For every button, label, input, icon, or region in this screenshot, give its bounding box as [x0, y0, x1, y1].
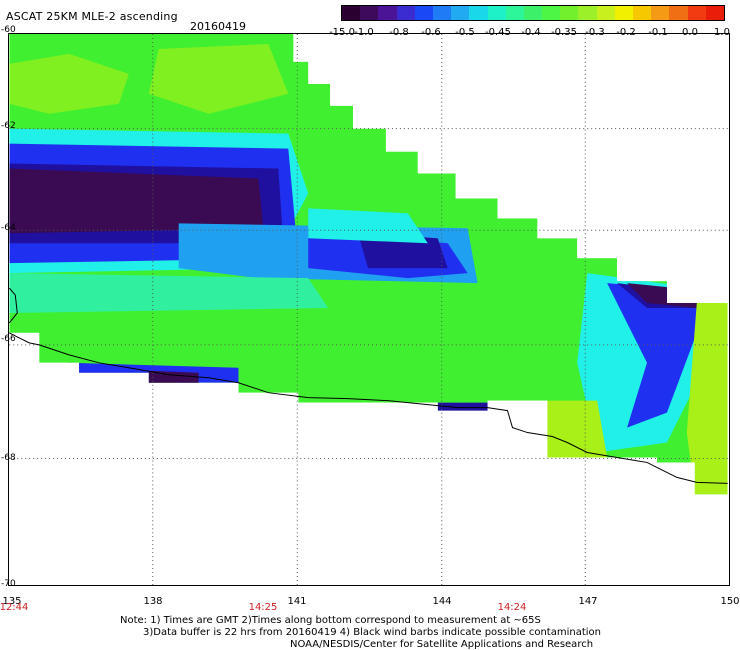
colorbar-swatch — [560, 6, 579, 20]
colorbar-swatch — [342, 6, 361, 20]
colorbar-swatch — [578, 6, 597, 20]
time-label: 12:44 — [0, 602, 29, 613]
colorbar-label: -0.4 — [521, 27, 541, 38]
colorbar-label: -0.1 — [648, 27, 668, 38]
colorbar-label: -0.35 — [551, 27, 577, 38]
colorbar-swatch — [378, 6, 397, 20]
coast-deep — [148, 370, 199, 385]
note-line-1: Note: 1) Times are GMT 2)Times along bot… — [120, 615, 541, 626]
colorbar-swatch — [523, 6, 543, 20]
note-line-3: NOAA/NESDIS/Center for Satellite Applica… — [290, 639, 594, 650]
patch-lightgreen-n — [148, 43, 289, 114]
colorbar-swatch — [360, 6, 379, 20]
colorbar-label: -15.0 — [329, 27, 355, 38]
colorbar-swatch — [614, 6, 633, 20]
lat-label: -64 — [1, 223, 16, 233]
colorbar-swatch — [651, 6, 670, 20]
colorbar-label: -0.8 — [389, 27, 409, 38]
map-date: 20160419 — [190, 20, 246, 33]
colorbar-swatch — [669, 6, 688, 20]
patch-yellowgreen-s — [547, 400, 608, 458]
colorbar-swatch — [451, 6, 470, 20]
colorbar-label: -0.3 — [585, 27, 605, 38]
colorbar-label: 1.0 — [714, 27, 730, 38]
colorbar-label: 0.0 — [682, 27, 698, 38]
time-label: 14:25 — [248, 602, 278, 613]
colorbar-label: -0.2 — [616, 27, 636, 38]
lon-label: 138 — [143, 596, 163, 607]
swath-map — [8, 33, 730, 586]
swath-data — [9, 34, 728, 495]
patch-yellowgreen-e — [686, 303, 728, 495]
coastline — [9, 287, 728, 484]
lat-label: -70 — [1, 579, 16, 589]
colorbar-label: -1.0 — [354, 27, 374, 38]
time-label: 14:24 — [497, 602, 527, 613]
colorbar-swatch — [687, 6, 706, 20]
colorbar-swatch — [396, 6, 415, 20]
lon-label: 147 — [578, 596, 598, 607]
colorbar-swatch — [432, 6, 452, 20]
colorbar-swatch — [705, 6, 724, 20]
band-mint — [9, 273, 329, 313]
map-title: ASCAT 25KM MLE-2 ascending — [6, 10, 178, 23]
lat-label: -66 — [1, 334, 16, 344]
band-deep — [9, 168, 264, 234]
colorbar — [341, 5, 725, 21]
lat-label: -60 — [1, 25, 16, 35]
eddy-blue — [607, 283, 697, 428]
patch-lightgreen-nw — [9, 53, 129, 114]
colorbar-labels: -15.0 -1.0 -0.8 -0.6 -0.5 -0.45 -0.4 -0.35 -0.3-… — [329, 27, 735, 39]
lat-label: -68 — [1, 453, 16, 463]
colorbar-swatch — [542, 6, 561, 20]
lon-label: 141 — [287, 596, 307, 607]
colorbar-label: -0.6 — [421, 27, 441, 38]
colorbar-label: -0.45 — [485, 27, 511, 38]
colorbar-swatch — [414, 6, 433, 20]
lon-label: 135 — [2, 596, 22, 607]
colorbar-swatch — [596, 6, 615, 20]
note-line-2: 3)Data buffer is 22 hrs from 20160419 4)… — [143, 627, 601, 638]
colorbar-swatch — [633, 6, 652, 20]
lon-label: 144 — [432, 596, 452, 607]
colorbar-swatch — [469, 6, 488, 20]
lat-label: -62 — [1, 121, 16, 131]
colorbar-label: -0.5 — [455, 27, 475, 38]
colorbar-swatch — [505, 6, 524, 20]
band-cyan-mid — [308, 208, 428, 244]
lon-label: 150 — [720, 596, 740, 607]
colorbar-swatch — [487, 6, 506, 20]
